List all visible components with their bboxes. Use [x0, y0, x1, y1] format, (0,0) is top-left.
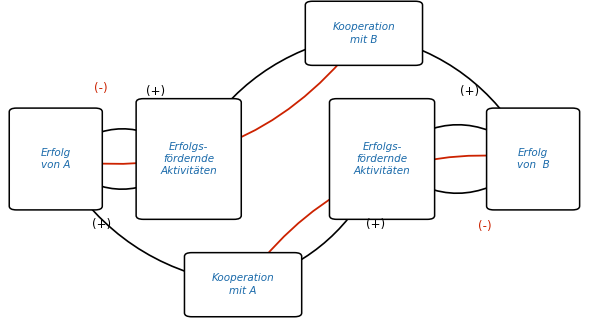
Text: Kooperation
mit A: Kooperation mit A — [212, 273, 274, 296]
FancyBboxPatch shape — [9, 108, 103, 210]
Text: (+): (+) — [367, 218, 385, 232]
FancyBboxPatch shape — [185, 252, 302, 317]
Text: (+): (+) — [460, 85, 479, 98]
Text: (-): (-) — [478, 220, 492, 233]
Text: (+): (+) — [92, 218, 110, 232]
Text: Erfolg
von A: Erfolg von A — [41, 148, 71, 170]
Text: Erfolgs-
fördernde
Aktivitäten: Erfolgs- fördernde Aktivitäten — [160, 142, 217, 176]
Text: Kooperation
mit B: Kooperation mit B — [333, 22, 395, 45]
Text: Erfolgs-
fördernde
Aktivitäten: Erfolgs- fördernde Aktivitäten — [354, 142, 410, 176]
Text: (+): (+) — [146, 85, 165, 98]
FancyBboxPatch shape — [487, 108, 580, 210]
Text: (-): (-) — [94, 82, 108, 95]
FancyBboxPatch shape — [305, 1, 422, 66]
FancyBboxPatch shape — [330, 99, 435, 219]
Text: Erfolg
von  B: Erfolg von B — [517, 148, 549, 170]
FancyBboxPatch shape — [136, 99, 241, 219]
